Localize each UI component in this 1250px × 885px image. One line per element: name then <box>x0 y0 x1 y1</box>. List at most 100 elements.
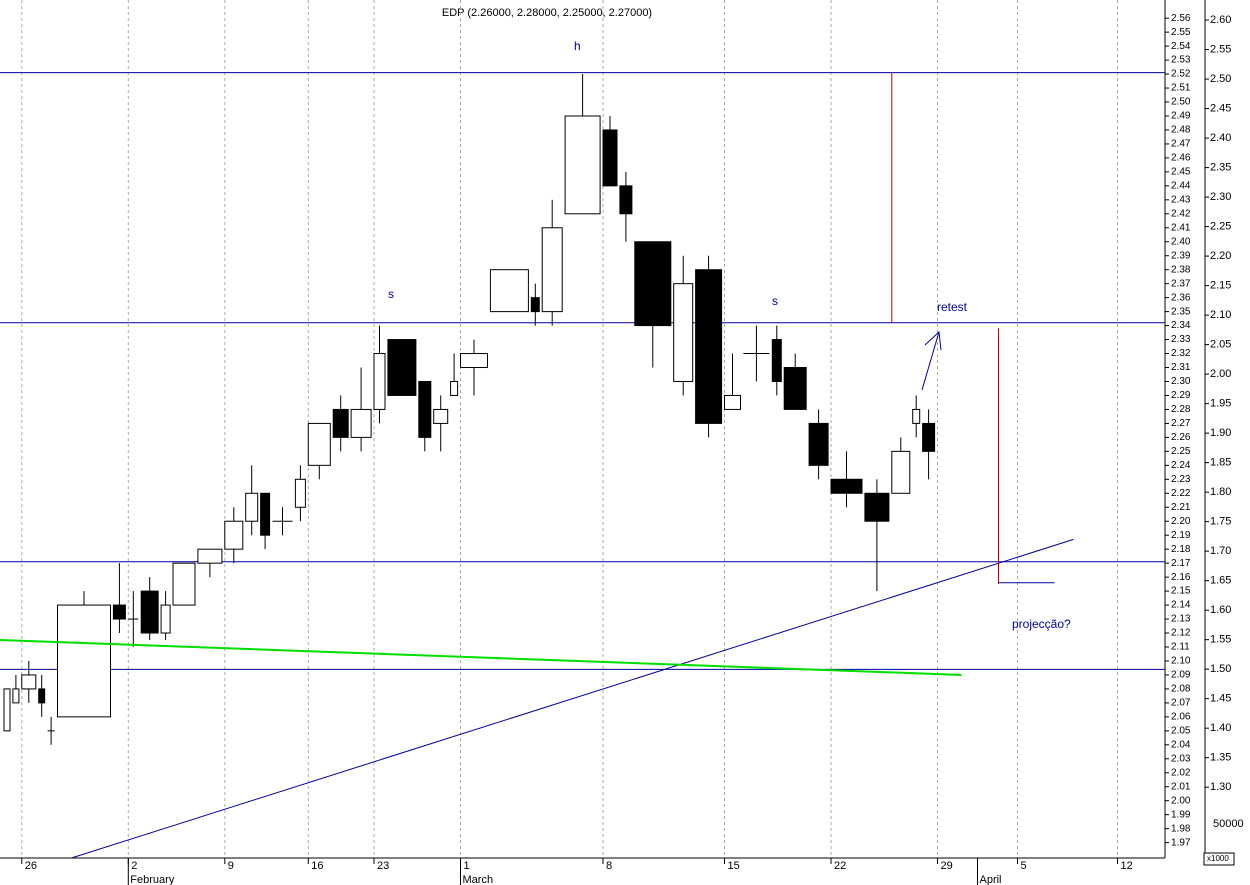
y2-tick-label: 1.55 <box>1210 634 1231 646</box>
y-tick-label: 2.43 <box>1171 194 1191 205</box>
y-tick-label: 2.08 <box>1171 684 1191 695</box>
candle-body <box>619 185 633 215</box>
y2-tick-label: 1.65 <box>1210 575 1231 587</box>
y-tick-label: 2.09 <box>1171 670 1191 681</box>
y2-tick-label: 1.80 <box>1210 486 1231 498</box>
y-tick-label: 2.18 <box>1171 544 1191 555</box>
candle-body <box>864 492 890 522</box>
y-tick-label: 1.99 <box>1171 809 1191 820</box>
y-tick-label: 2.17 <box>1171 558 1191 569</box>
y-tick-label: 2.49 <box>1171 111 1191 122</box>
y-tick-label: 2.36 <box>1171 292 1191 303</box>
y-tick-label: 2.55 <box>1171 27 1191 38</box>
candle-body <box>634 241 672 327</box>
candle-body <box>450 380 459 396</box>
y-tick-label: 2.10 <box>1171 656 1191 667</box>
y2-tick-label: 1.75 <box>1210 516 1231 528</box>
y2-tick-label: 2.20 <box>1210 250 1231 262</box>
y-tick-label: 2.38 <box>1171 264 1191 275</box>
candle-body <box>489 269 529 313</box>
y-tick-label: 2.25 <box>1171 446 1191 457</box>
candle-body <box>541 227 563 313</box>
y-tick-label: 2.46 <box>1171 153 1191 164</box>
y2-tick-label: 1.95 <box>1210 398 1231 410</box>
y2-tick-label: 1.35 <box>1210 752 1231 764</box>
y-tick-label: 2.04 <box>1171 739 1191 750</box>
candle-body <box>12 688 20 704</box>
x-tick-label: 1 <box>464 860 470 872</box>
x-tick-label: 5 <box>1021 860 1027 872</box>
y2-tick-label: 2.30 <box>1210 191 1231 203</box>
y2-tick-label: 1.85 <box>1210 457 1231 469</box>
month-label: April <box>980 874 1002 885</box>
y-tick-label: 2.13 <box>1171 614 1191 625</box>
candle-body <box>112 604 126 620</box>
y-tick-label: 2.15 <box>1171 586 1191 597</box>
y2-tick-label: 1.50 <box>1210 663 1231 675</box>
y-tick-label: 2.30 <box>1171 376 1191 387</box>
candle-body <box>922 422 936 452</box>
candle-body <box>57 604 111 718</box>
candle-body <box>140 590 159 634</box>
y-tick-label: 2.39 <box>1171 250 1191 261</box>
annotation: retest <box>937 300 968 314</box>
candle-body <box>808 422 829 466</box>
candle-body <box>564 115 601 215</box>
y-tick-label: 2.53 <box>1171 55 1191 66</box>
unit-box <box>1203 852 1235 866</box>
y-tick-label: 2.32 <box>1171 348 1191 359</box>
y2-tick-label: 2.05 <box>1210 339 1231 351</box>
y-tick-label: 2.48 <box>1171 125 1191 136</box>
candle-body <box>460 353 488 369</box>
candle-body <box>724 394 741 410</box>
y-tick-label: 1.98 <box>1171 823 1191 834</box>
candle-body <box>530 297 540 313</box>
y2-tick-label: 1.90 <box>1210 427 1231 439</box>
trend-line <box>0 639 962 676</box>
candle-body <box>21 674 37 690</box>
y2-tick-label: 2.00 <box>1210 368 1231 380</box>
y-tick-label: 1.97 <box>1171 837 1191 848</box>
y-tick-label: 2.31 <box>1171 362 1191 373</box>
y2-tick-label: 1.70 <box>1210 545 1231 557</box>
candle-body <box>673 283 694 382</box>
y2-tick-label: 2.40 <box>1210 132 1231 144</box>
y-tick-label: 2.14 <box>1171 600 1191 611</box>
y2-tick-label: 2.55 <box>1210 43 1231 55</box>
y-tick-label: 2.19 <box>1171 530 1191 541</box>
x-tick-label: 8 <box>606 860 612 872</box>
y-tick-label: 2.05 <box>1171 725 1191 736</box>
x-tick-label: 22 <box>834 860 846 872</box>
y-tick-label: 2.45 <box>1171 167 1191 178</box>
y2-tick-label: 2.10 <box>1210 309 1231 321</box>
candle-body <box>602 129 618 187</box>
x-tick-label: 29 <box>941 860 953 872</box>
candle-body <box>245 492 259 522</box>
candle-body <box>224 520 244 550</box>
y-tick-label: 2.40 <box>1171 236 1191 247</box>
y-tick-label: 2.26 <box>1171 432 1191 443</box>
month-label: February <box>130 874 175 885</box>
y-tick-label: 2.11 <box>1171 642 1190 653</box>
candle-body <box>912 408 921 424</box>
candle-body <box>260 492 271 536</box>
trend-line <box>71 538 1074 859</box>
annotation: projecção? <box>1012 617 1071 631</box>
x-tick-label: 2 <box>131 860 137 872</box>
y-tick-label: 2.20 <box>1171 516 1191 527</box>
y-tick-label: 2.24 <box>1171 460 1191 471</box>
y2-tick-label: 1.45 <box>1210 693 1231 705</box>
x-tick-label: 15 <box>728 860 740 872</box>
y2-tick-label: 2.45 <box>1210 102 1231 114</box>
y-tick-label: 2.21 <box>1171 502 1191 513</box>
y-tick-label: 2.16 <box>1171 572 1191 583</box>
y-tick-label: 2.47 <box>1171 139 1191 150</box>
candle-body <box>783 367 807 410</box>
y2-tick-label: 1.30 <box>1210 781 1231 793</box>
y-tick-label: 2.33 <box>1171 334 1191 345</box>
y2-tick-label: 2.25 <box>1210 221 1231 233</box>
month-label: March <box>463 874 494 885</box>
y-tick-label: 2.12 <box>1171 628 1191 639</box>
y-tick-label: 2.01 <box>1171 781 1191 792</box>
